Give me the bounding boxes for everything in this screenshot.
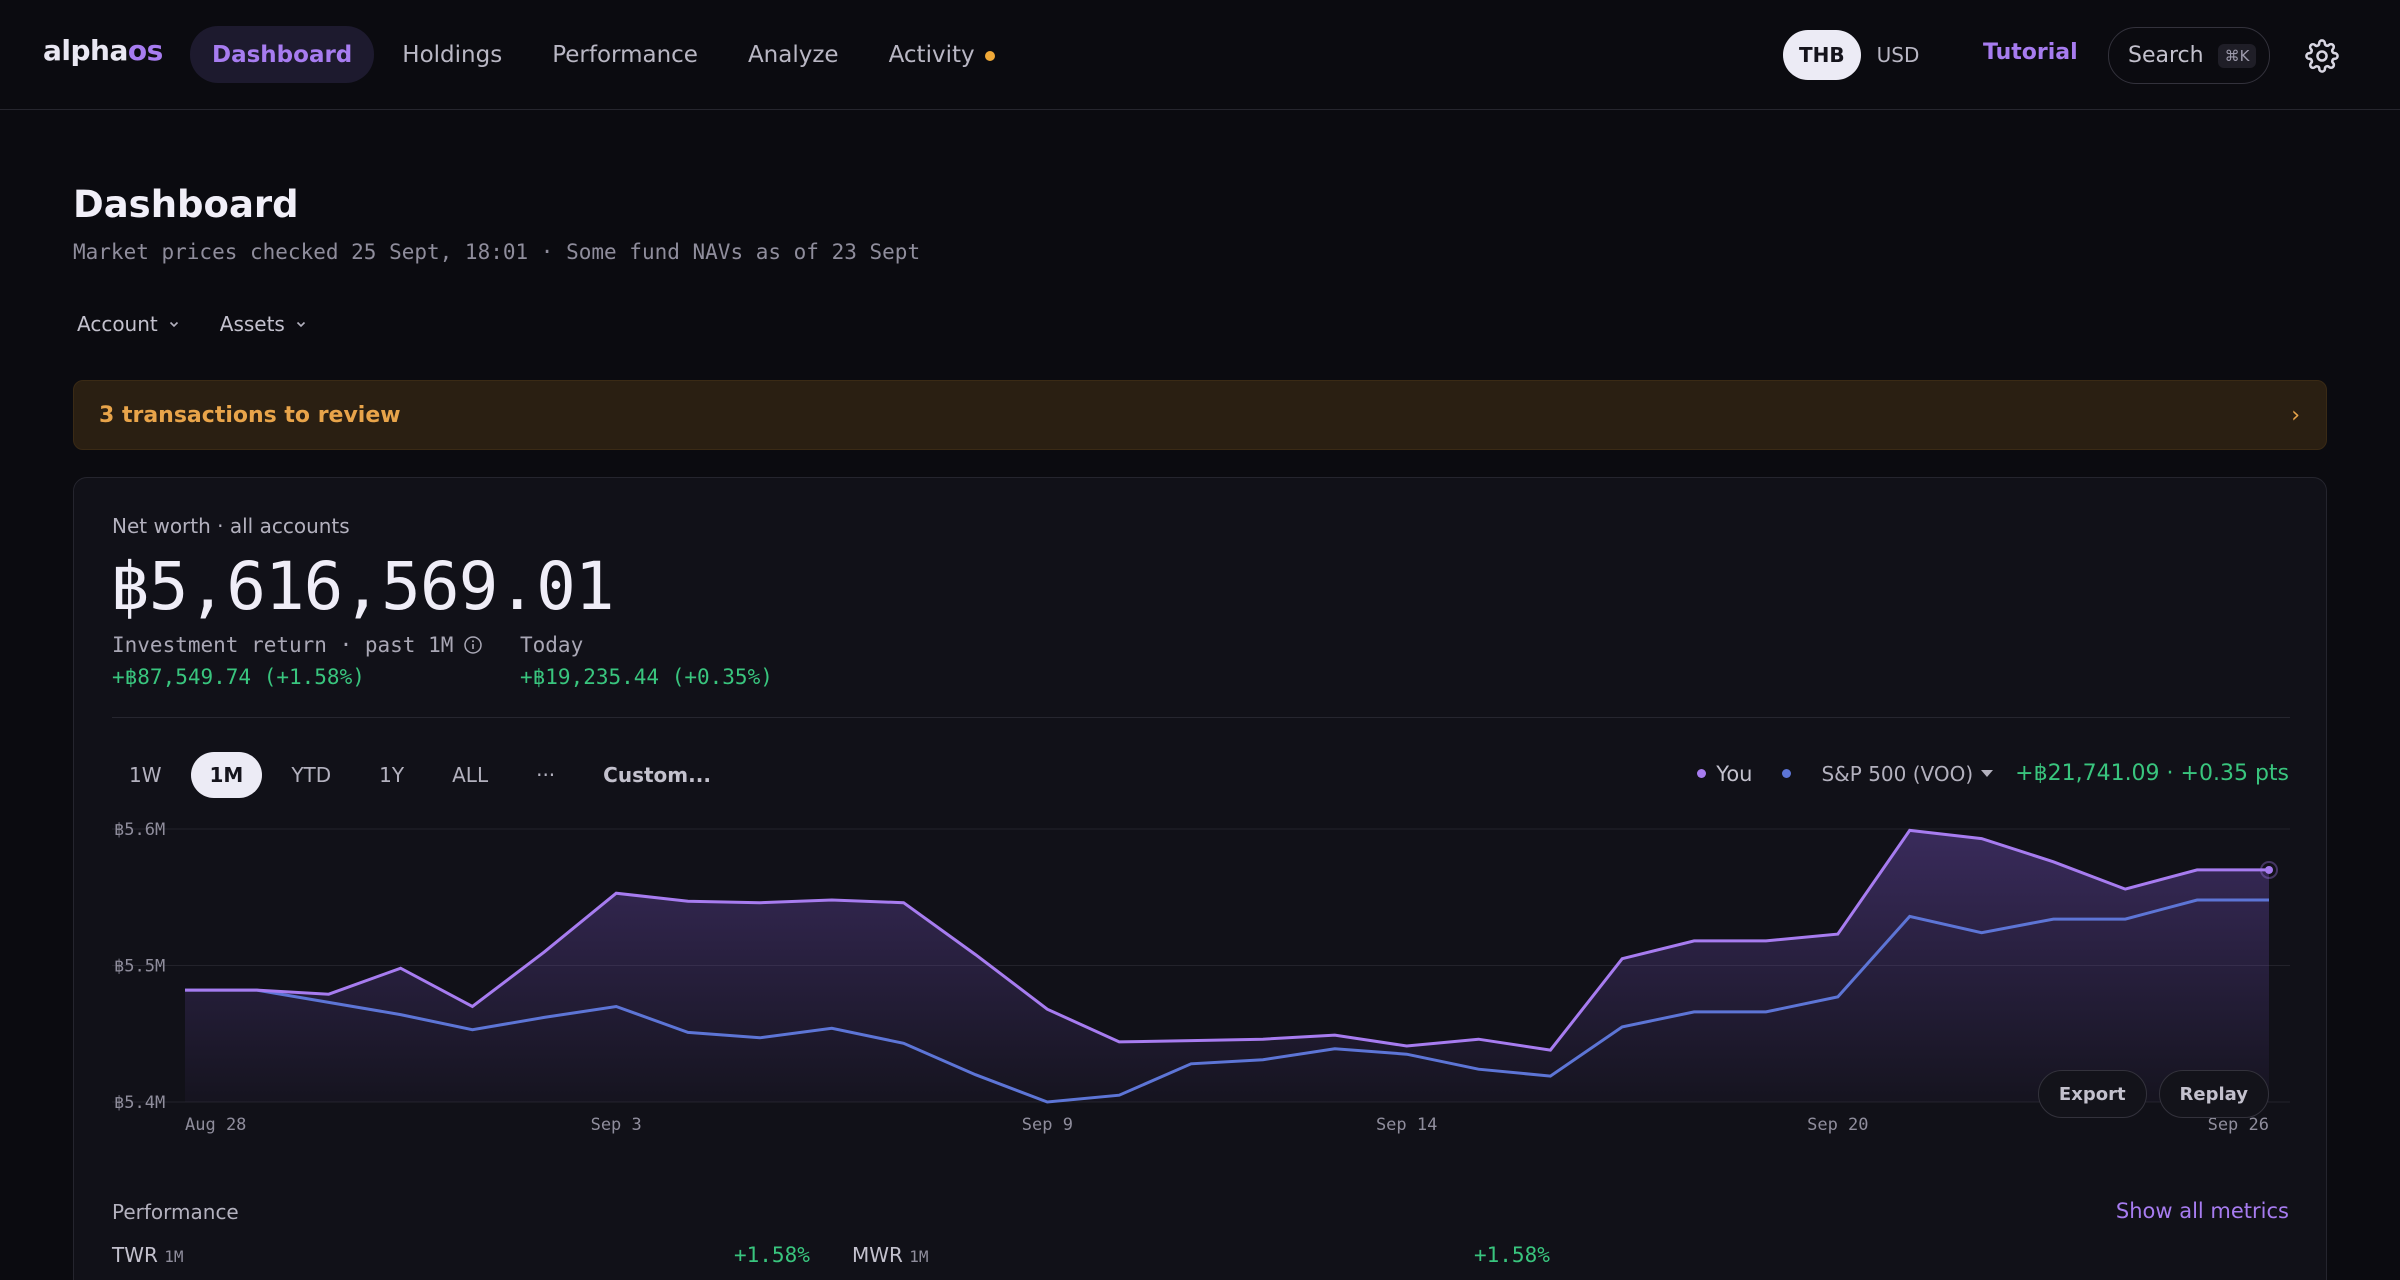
caret-down-icon (1981, 770, 1994, 777)
legend-you[interactable]: You (1697, 762, 1752, 786)
gear-icon[interactable] (2305, 39, 2339, 73)
search-shortcut-hint: ⌘K (2217, 43, 2257, 68)
x-tick-label: Sep 9 (1022, 1115, 1073, 1135)
chevron-down-icon (169, 321, 178, 328)
review-banner-text: 3 transactions to review (99, 402, 401, 428)
assets-filter-label: Assets (219, 312, 285, 336)
chevron-right-icon: › (2291, 402, 2300, 428)
logo-text-os: os (127, 34, 163, 67)
x-tick-label: Sep 3 (591, 1115, 642, 1135)
end-point-marker (2265, 865, 2273, 874)
tab-activity[interactable]: Activity (867, 26, 1017, 83)
mwr-metric: MWR 1M (852, 1243, 929, 1267)
price-check-subtitle: Market prices checked 25 Sept, 18:01 · S… (73, 240, 921, 264)
filters: Account Assets (77, 312, 307, 336)
net-worth-label: Net worth · all accounts (112, 514, 350, 538)
investment-return-value: +฿87,549.74 (+1.58%) (112, 665, 365, 689)
mwr-period: 1M (909, 1247, 929, 1266)
legend-benchmark-dot (1782, 769, 1792, 778)
today-value: +฿19,235.44 (+0.35%) (520, 665, 773, 689)
you-series-line (185, 828, 2269, 1052)
mwr-value: +1.58% (1474, 1243, 1550, 1267)
x-tick-label: Sep 20 (1807, 1115, 1868, 1135)
chart-legend: You S&P 500 (VOO) +฿21,741.09 · +0.35 pt… (1697, 761, 2289, 786)
assets-filter[interactable]: Assets (220, 312, 307, 336)
benchmark-series-line (185, 898, 2269, 1104)
x-tick-label: Sep 26 (2208, 1115, 2269, 1135)
range-1y[interactable]: 1Y (379, 763, 405, 787)
custom-range-button[interactable]: Custom... (603, 763, 711, 787)
end-point-halo (2260, 860, 2278, 879)
time-range-selector: 1W 1M YTD 1Y ALL ··· Custom... (110, 752, 740, 798)
activity-notification-dot (984, 51, 995, 61)
y-tick-label: ฿5.4M (114, 1093, 165, 1113)
transactions-review-banner[interactable]: 3 transactions to review › (73, 380, 2327, 450)
x-tick-label: Sep 14 (1376, 1115, 1437, 1135)
search-label: Search (2128, 43, 2204, 68)
replay-button[interactable]: Replay (2158, 1070, 2269, 1118)
top-nav: alphaos Dashboard Holdings Performance A… (0, 0, 2400, 110)
net-worth-value: ฿5,616,569.01 (110, 548, 615, 625)
net-worth-chart[interactable]: Aug 28 Sep 3 Sep 9 Sep 14 Sep 20 Sep 26 ฿5.6M… (74, 818, 2328, 1158)
tab-dashboard[interactable]: Dashboard (190, 26, 375, 83)
y-tick-label: ฿5.6M (114, 820, 165, 840)
app-logo[interactable]: alphaos (43, 34, 163, 67)
tutorial-link[interactable]: Tutorial (1983, 40, 2078, 65)
today-return: Today +฿19,235.44 (+0.35%) (520, 633, 773, 689)
benchmark-select-label: S&P 500 (VOO) (1821, 761, 1974, 786)
range-1m[interactable]: 1M (190, 752, 263, 798)
investment-return: Investment return · past 1M +฿87,549.74 … (112, 633, 483, 689)
benchmark-select[interactable]: S&P 500 (VOO) (1821, 761, 1994, 786)
range-1w[interactable]: 1W (129, 763, 162, 787)
investment-return-label: Investment return · past 1M (112, 633, 454, 657)
chart-actions: Export Replay (2037, 1070, 2269, 1118)
twr-value: +1.58% (734, 1243, 810, 1267)
twr-metric: TWR 1M (112, 1243, 184, 1267)
x-tick-label: Aug 28 (185, 1115, 246, 1135)
nav-tabs: Dashboard Holdings Performance Analyze A… (190, 26, 1023, 83)
mwr-label: MWR (852, 1243, 903, 1267)
benchmark-delta: +฿21,741.09 · +0.35 pts (2015, 761, 2289, 786)
export-button[interactable]: Export (2037, 1070, 2147, 1118)
logo-text-alpha: alpha (43, 34, 128, 67)
twr-label: TWR (112, 1243, 158, 1267)
tab-activity-label: Activity (888, 41, 975, 68)
tab-analyze[interactable]: Analyze (747, 41, 839, 68)
tab-holdings[interactable]: Holdings (402, 41, 503, 68)
y-tick-label: ฿5.5M (114, 957, 165, 977)
more-ranges-button[interactable]: ··· (536, 763, 556, 787)
legend-benchmark[interactable] (1782, 769, 1792, 778)
page-title: Dashboard (73, 183, 299, 226)
currency-toggle: THB USD (1783, 30, 1935, 80)
twr-period: 1M (164, 1247, 184, 1266)
account-filter-label: Account (77, 312, 158, 336)
currency-thb[interactable]: THB (1783, 30, 1861, 80)
divider (112, 717, 2290, 718)
performance-label: Performance (112, 1200, 239, 1224)
account-filter[interactable]: Account (77, 312, 180, 336)
legend-you-label: You (1716, 761, 1753, 786)
net-worth-card: Net worth · all accounts ฿5,616,569.01 I… (73, 477, 2327, 1280)
search-button[interactable]: Search ⌘K (2108, 27, 2270, 84)
chevron-down-icon (296, 321, 305, 328)
currency-usd[interactable]: USD (1876, 43, 1920, 67)
range-ytd[interactable]: YTD (291, 763, 332, 787)
today-label: Today (520, 633, 584, 657)
range-all[interactable]: ALL (452, 763, 489, 787)
show-all-metrics-link[interactable]: Show all metrics (2115, 1199, 2289, 1223)
info-icon[interactable] (463, 635, 483, 655)
legend-you-dot (1697, 769, 1707, 778)
tab-performance[interactable]: Performance (552, 41, 698, 68)
